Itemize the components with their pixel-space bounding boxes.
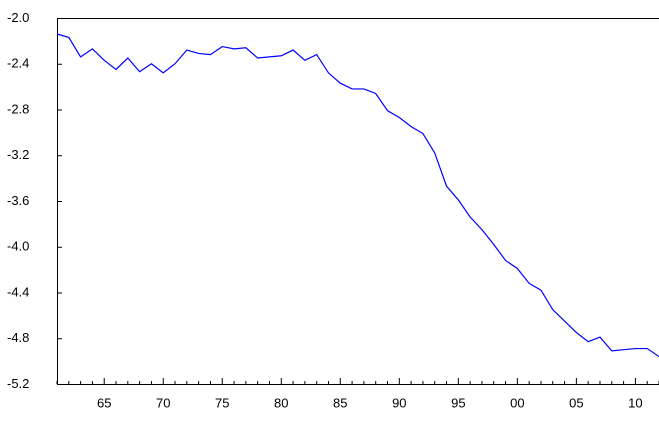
- x-tick-label: 90: [392, 395, 406, 410]
- y-tick-label: -4.0: [7, 239, 29, 254]
- y-tick-label: -3.6: [7, 193, 29, 208]
- x-tick-label: 00: [510, 395, 524, 410]
- y-tick-label: -2.0: [7, 10, 29, 25]
- y-tick-label: -4.8: [7, 330, 29, 345]
- x-tick-label: 95: [451, 395, 465, 410]
- data-line: [56, 33, 659, 358]
- x-tick-label: 65: [97, 395, 111, 410]
- x-tick-label: 10: [628, 395, 642, 410]
- y-tick-label: -2.8: [7, 101, 29, 116]
- x-tick-label: 70: [156, 395, 170, 410]
- x-tick-label: 05: [569, 395, 583, 410]
- x-tick-label: 80: [274, 395, 288, 410]
- x-tick-label: 85: [333, 395, 347, 410]
- x-tick-label: 75: [215, 395, 229, 410]
- y-tick-label: -4.4: [7, 284, 29, 299]
- y-tick-label: -3.2: [7, 147, 29, 162]
- y-tick-label: -2.4: [7, 56, 29, 71]
- y-tick-label: -5.2: [7, 376, 29, 391]
